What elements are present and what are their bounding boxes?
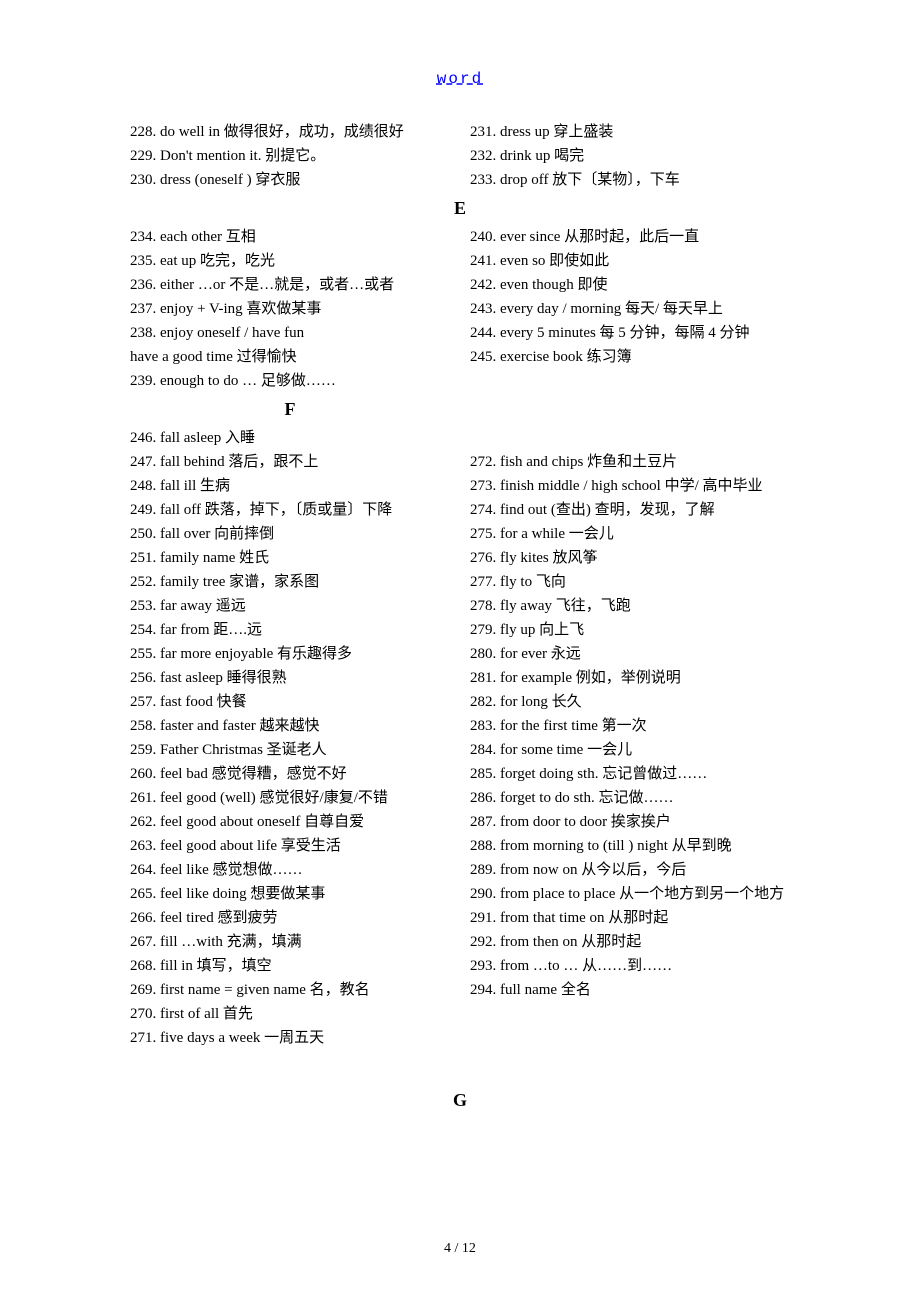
col-left: 228. do well in 做得很好，成功，成绩很好 229. Don't … xyxy=(130,120,450,192)
list-item: 263. feel good about life 享受生活 xyxy=(130,834,450,858)
list-item: 240. ever since 从那时起，此后一直 xyxy=(470,225,790,249)
list-item: 236. either …or 不是…就是，或者…或者 xyxy=(130,273,450,297)
list-item: 285. forget doing sth. 忘记曾做过…… xyxy=(470,762,790,786)
col-left: 246. fall asleep 入睡 247. fall behind 落后，… xyxy=(130,426,450,1050)
page-number: 4 / 12 xyxy=(444,1241,476,1256)
list-item: 288. from morning to (till ) night 从早到晚 xyxy=(470,834,790,858)
list-item: 243. every day / morning 每天/ 每天早上 xyxy=(470,297,790,321)
list-item: 231. dress up 穿上盛装 xyxy=(470,120,790,144)
section-d-tail: 228. do well in 做得很好，成功，成绩很好 229. Don't … xyxy=(130,120,790,192)
list-item: 260. feel bad 感觉得糟，感觉不好 xyxy=(130,762,450,786)
list-item: 267. fill …with 充满，填满 xyxy=(130,930,450,954)
list-item: 241. even so 即使如此 xyxy=(470,249,790,273)
list-item: 255. far more enjoyable 有乐趣得多 xyxy=(130,642,450,666)
list-item: 246. fall asleep 入睡 xyxy=(130,426,450,450)
list-item: 233. drop off 放下〔某物〕，下车 xyxy=(470,168,790,192)
list-item: 238. enjoy oneself / have fun xyxy=(130,321,450,345)
list-item: 237. enjoy + V-ing 喜欢做某事 xyxy=(130,297,450,321)
list-item: 286. forget to do sth. 忘记做…… xyxy=(470,786,790,810)
list-item: have a good time 过得愉快 xyxy=(130,345,450,369)
list-item: 245. exercise book 练习簿 xyxy=(470,345,790,369)
list-item: 249. fall off 跌落，掉下，〔质或量〕下降 xyxy=(130,498,450,522)
list-item: 279. fly up 向上飞 xyxy=(470,618,790,642)
list-item: 294. full name 全名 xyxy=(470,978,790,1002)
list-item: 235. eat up 吃完，吃光 xyxy=(130,249,450,273)
list-item: 261. feel good (well) 感觉很好/康复/不错 xyxy=(130,786,450,810)
list-item: 244. every 5 minutes 每 5 分钟，每隔 4 分钟 xyxy=(470,321,790,345)
list-item: 253. far away 遥远 xyxy=(130,594,450,618)
list-item: 239. enough to do … 足够做…… xyxy=(130,369,450,393)
list-item: 268. fill in 填写，填空 xyxy=(130,954,450,978)
list-item: 292. from then on 从那时起 xyxy=(470,930,790,954)
section-f: 246. fall asleep 入睡 247. fall behind 落后，… xyxy=(130,426,790,1050)
list-item: 287. from door to door 挨家挨户 xyxy=(470,810,790,834)
list-item: 248. fall ill 生病 xyxy=(130,474,450,498)
list-item: 258. faster and faster 越来越快 xyxy=(130,714,450,738)
list-item: 274. find out (查出) 查明，发现，了解 xyxy=(470,498,790,522)
list-item: 247. fall behind 落后，跟不上 xyxy=(130,450,450,474)
list-item: 269. first name = given name 名，教名 xyxy=(130,978,450,1002)
list-item: 290. from place to place 从一个地方到另一个地方 xyxy=(470,882,790,906)
list-item: 230. dress (oneself ) 穿衣服 xyxy=(130,168,450,192)
section-f-heading: F xyxy=(130,399,450,420)
list-item: 275. for a while 一会儿 xyxy=(470,522,790,546)
page-footer: 4 / 12 xyxy=(0,1241,920,1257)
list-item: 291. from that time on 从那时起 xyxy=(470,906,790,930)
list-item xyxy=(470,426,790,450)
section-e: 234. each other 互相 235. eat up 吃完，吃光 236… xyxy=(130,225,790,393)
list-item: 266. feel tired 感到疲劳 xyxy=(130,906,450,930)
list-item: 277. fly to 飞向 xyxy=(470,570,790,594)
section-f-heading-row: F xyxy=(130,393,790,426)
list-item: 262. feel good about oneself 自尊自爱 xyxy=(130,810,450,834)
list-item: 282. for long 长久 xyxy=(470,690,790,714)
col-right: 240. ever since 从那时起，此后一直 241. even so 即… xyxy=(470,225,790,393)
list-item: 251. family name 姓氏 xyxy=(130,546,450,570)
list-item: 234. each other 互相 xyxy=(130,225,450,249)
list-item: 289. from now on 从今以后，今后 xyxy=(470,858,790,882)
list-item: 280. for ever 永远 xyxy=(470,642,790,666)
list-item: 270. first of all 首先 xyxy=(130,1002,450,1026)
section-g-heading: G xyxy=(130,1090,790,1111)
list-item: 264. feel like 感觉想做…… xyxy=(130,858,450,882)
list-item: 278. fly away 飞往，飞跑 xyxy=(470,594,790,618)
list-item: 229. Don't mention it. 别提它。 xyxy=(130,144,450,168)
header-link-text[interactable]: word xyxy=(437,70,483,88)
list-item: 272. fish and chips 炸鱼和土豆片 xyxy=(470,450,790,474)
list-item: 250. fall over 向前摔倒 xyxy=(130,522,450,546)
list-item: 273. finish middle / high school 中学/ 高中毕… xyxy=(470,474,790,498)
col-right: 231. dress up 穿上盛装 232. drink up 喝完 233.… xyxy=(470,120,790,192)
list-item: 281. for example 例如，举例说明 xyxy=(470,666,790,690)
list-item: 283. for the first time 第一次 xyxy=(470,714,790,738)
list-item: 276. fly kites 放风筝 xyxy=(470,546,790,570)
list-item: 265. feel like doing 想要做某事 xyxy=(130,882,450,906)
list-item: 232. drink up 喝完 xyxy=(470,144,790,168)
list-item: 284. for some time 一会儿 xyxy=(470,738,790,762)
list-item: 228. do well in 做得很好，成功，成绩很好 xyxy=(130,120,450,144)
col-right: 272. fish and chips 炸鱼和土豆片 273. finish m… xyxy=(470,426,790,1050)
section-e-heading: E xyxy=(130,198,790,219)
list-item: 256. fast asleep 睡得很熟 xyxy=(130,666,450,690)
list-item: 259. Father Christmas 圣诞老人 xyxy=(130,738,450,762)
list-item: 242. even though 即使 xyxy=(470,273,790,297)
list-item: 254. far from 距….远 xyxy=(130,618,450,642)
list-item: 257. fast food 快餐 xyxy=(130,690,450,714)
list-item: 293. from …to … 从……到…… xyxy=(470,954,790,978)
list-item: 271. five days a week 一周五天 xyxy=(130,1026,450,1050)
list-item: 252. family tree 家谱，家系图 xyxy=(130,570,450,594)
col-left: 234. each other 互相 235. eat up 吃完，吃光 236… xyxy=(130,225,450,393)
header-link: word xyxy=(130,70,790,88)
